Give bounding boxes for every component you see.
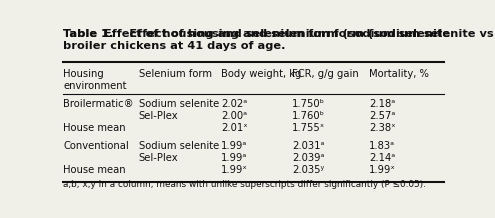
Text: House mean: House mean xyxy=(63,165,126,175)
Text: 1.755ˣ: 1.755ˣ xyxy=(292,123,325,133)
Text: 1.99ᵃ: 1.99ᵃ xyxy=(221,141,248,151)
Text: Sel-Plex: Sel-Plex xyxy=(139,111,178,121)
Text: 2.57ᵃ: 2.57ᵃ xyxy=(369,111,395,121)
Text: 2.18ᵃ: 2.18ᵃ xyxy=(369,99,395,109)
Text: 1.750ᵇ: 1.750ᵇ xyxy=(292,99,325,109)
Text: 1.99ᵃ: 1.99ᵃ xyxy=(221,153,248,163)
Text: 1.760ᵇ: 1.760ᵇ xyxy=(292,111,325,121)
Text: Table 1.    Effect of housing and selenium form (sodium selenite vs Sel-Plex) on: Table 1. Effect of housing and selenium … xyxy=(63,29,495,51)
Text: 2.00ᵃ: 2.00ᵃ xyxy=(221,111,247,121)
Text: 2.035ʸ: 2.035ʸ xyxy=(292,165,324,175)
Text: Sel-Plex: Sel-Plex xyxy=(139,153,178,163)
Text: Conventional: Conventional xyxy=(63,141,129,151)
Text: 2.02ᵃ: 2.02ᵃ xyxy=(221,99,248,109)
Text: Sodium selenite: Sodium selenite xyxy=(139,141,219,151)
Text: Body weight, kg: Body weight, kg xyxy=(221,69,301,79)
Text: Broilermatic®: Broilermatic® xyxy=(63,99,134,109)
Text: a,b; x,y In a column, means with unlike superscripts differ significantly (P ≤0.: a,b; x,y In a column, means with unlike … xyxy=(63,180,426,189)
Text: Mortality, %: Mortality, % xyxy=(369,69,429,79)
Text: 2.14ᵃ: 2.14ᵃ xyxy=(369,153,395,163)
Text: 2.031ᵃ: 2.031ᵃ xyxy=(292,141,325,151)
Text: 2.01ˣ: 2.01ˣ xyxy=(221,123,248,133)
Text: FCR, g/g gain: FCR, g/g gain xyxy=(292,69,359,79)
Text: Effect of housing and selenium form (sodium selenite: Effect of housing and selenium form (sod… xyxy=(96,29,454,39)
Text: 1.83ᵃ: 1.83ᵃ xyxy=(369,141,395,151)
Text: Selenium form: Selenium form xyxy=(139,69,211,79)
Text: 1.99ˣ: 1.99ˣ xyxy=(221,165,248,175)
Text: Sodium selenite: Sodium selenite xyxy=(139,99,219,109)
Text: House mean: House mean xyxy=(63,123,126,133)
Text: 1.99ˣ: 1.99ˣ xyxy=(369,165,396,175)
Text: 2.039ᵃ: 2.039ᵃ xyxy=(292,153,325,163)
Text: Housing
environment: Housing environment xyxy=(63,69,127,90)
Text: Table 1.: Table 1. xyxy=(63,29,113,39)
Text: 2.38ˣ: 2.38ˣ xyxy=(369,123,396,133)
